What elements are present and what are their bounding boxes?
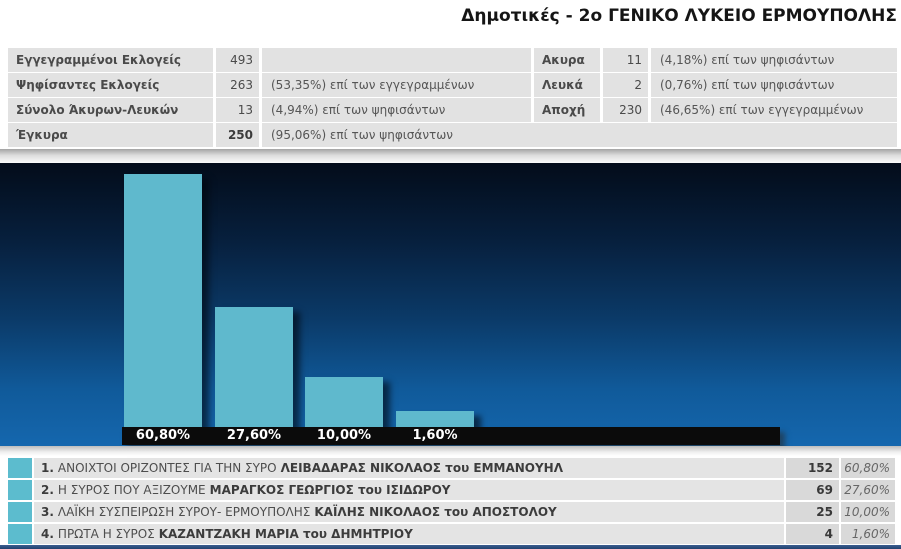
invalid-blank-total-note: (4,94%) επί των ψηφισάντων <box>262 98 520 122</box>
abstention-label: Αποχή <box>534 98 600 122</box>
rank: 4. <box>41 527 54 541</box>
candidate-row: 2. Η ΣΥΡΟΣ ΠΟΥ ΑΞΙΖΟΥΜΕ ΜΑΡΑΓΚΟΣ ΓΕΩΡΓΙΟΣ … <box>8 480 895 500</box>
bar-percentage-label: 1,60% <box>412 428 458 443</box>
abstention-value: 230 <box>603 98 648 122</box>
bar-percentage-label: 60,80% <box>135 428 191 443</box>
color-swatch <box>8 524 32 544</box>
party-name: Η ΣΥΡΟΣ ΠΟΥ ΑΞΙΖΟΥΜΕ <box>57 483 206 497</box>
bar-percentage-label: 10,00% <box>316 428 372 443</box>
color-swatch <box>8 502 32 522</box>
votes-count: 69 <box>786 480 839 500</box>
candidate-name: ΛΕΙΒΑΔΑΡΑΣ ΝΙΚΟΛΑΟΣ του ΕΜΜΑΝΟΥΗΛ <box>280 461 563 475</box>
footer-bar <box>0 545 901 549</box>
rank: 2. <box>41 483 54 497</box>
bar-candidate-4 <box>396 410 474 427</box>
voted-value: 263 <box>216 73 259 97</box>
blank-note: (0,76%) επί των ψηφισάντων <box>651 73 897 97</box>
rank: 3. <box>41 505 54 519</box>
spacer-cell <box>520 48 531 72</box>
results-bar-chart: 60,80% 27,60% 10,00% 1,60% <box>0 163 901 446</box>
party-name: ΠΡΩΤΑ Η ΣΥΡΟΣ <box>57 527 155 541</box>
party-name: ΑΝΟΙΧΤΟΙ ΟΡΙΖΟΝΤΕΣ ΓΙΑ ΤΗΝ ΣΥΡΟ <box>57 461 277 475</box>
valid-votes-value: 250 <box>216 123 259 147</box>
table-row: Λευκά 2 (0,76%) επί των ψηφισάντων <box>520 73 897 97</box>
candidate-name-cell: 4. ΠΡΩΤΑ Η ΣΥΡΟΣ ΚΑΖΑΝΤΖΑΚΗ ΜΑΡΙΑ του ΔΗΜΗ… <box>34 524 784 544</box>
valid-votes-note: (95,06%) επί των ψηφισάντων <box>262 123 520 147</box>
registered-voters-note <box>262 48 520 72</box>
table-row: Σύνολο Άκυρων-Λευκών 13 (4,94%) επί των … <box>8 98 520 122</box>
votes-count: 4 <box>786 524 839 544</box>
blank-value: 2 <box>603 73 648 97</box>
table-row: Έγκυρα 250 (95,06%) επί των ψηφισάντων <box>8 123 520 147</box>
color-swatch <box>8 458 32 478</box>
invalid-blank-total-label: Σύνολο Άκυρων-Λευκών <box>8 98 213 122</box>
spacer-cell <box>520 73 531 97</box>
votes-percent: 1,60% <box>841 524 895 544</box>
registered-voters-label: Εγγεγραμμένοι Εκλογείς <box>8 48 213 72</box>
percentage-label-strip: 60,80% 27,60% 10,00% 1,60% <box>122 427 780 445</box>
table-row: Εγγεγραμμένοι Εκλογείς 493 <box>8 48 520 72</box>
blank-label: Λευκά <box>534 73 600 97</box>
votes-percent: 10,00% <box>841 502 895 522</box>
table-row: Ακυρα 11 (4,18%) επί των ψηφισάντων <box>520 48 897 72</box>
table-row: Ψηφίσαντες Εκλογείς 263 (53,35%) επί των… <box>8 73 520 97</box>
bar-candidate-1 <box>124 173 202 427</box>
page-title: Δημοτικές - 2ο ΓΕΝΙΚΟ ΛΥΚΕΙΟ ΕΡΜΟΥΠΟΛΗΣ <box>461 6 897 26</box>
abstention-note: (46,65%) επί των εγγεγραμμένων <box>651 98 897 122</box>
voted-note: (53,35%) επί των εγγεγραμμένων <box>262 73 520 97</box>
party-name: ΛΑΪΚΗ ΣΥΣΠΕΙΡΩΣΗ ΣΥΡΟΥ- ΕΡΜΟΥΠΟΛΗΣ <box>57 505 311 519</box>
votes-count: 152 <box>786 458 839 478</box>
color-swatch <box>8 480 32 500</box>
empty-row <box>520 123 897 147</box>
rank: 1. <box>41 461 54 475</box>
bar-candidate-3 <box>305 377 383 427</box>
candidate-name-cell: 2. Η ΣΥΡΟΣ ΠΟΥ ΑΞΙΖΟΥΜΕ ΜΑΡΑΓΚΟΣ ΓΕΩΡΓΙΟΣ … <box>34 480 784 500</box>
bar-percentage-label: 27,60% <box>226 428 282 443</box>
invalid-label: Ακυρα <box>534 48 600 72</box>
registered-voters-value: 493 <box>216 48 259 72</box>
shadow-band-top <box>0 149 901 163</box>
summary-table-left: Εγγεγραμμένοι Εκλογείς 493 Ψηφίσαντες Εκ… <box>8 48 520 148</box>
valid-votes-label: Έγκυρα <box>8 123 213 147</box>
invalid-value: 11 <box>603 48 648 72</box>
bar-candidate-2 <box>215 306 293 427</box>
spacer-cell <box>520 98 531 122</box>
shadow-band-bottom <box>0 446 901 456</box>
candidate-name-cell: 1. ΑΝΟΙΧΤΟΙ ΟΡΙΖΟΝΤΕΣ ΓΙΑ ΤΗΝ ΣΥΡΟ ΛΕΙΒΑΔΑ… <box>34 458 784 478</box>
candidate-name: ΚΑΖΑΝΤΖΑΚΗ ΜΑΡΙΑ του ΔΗΜΗΤΡΙΟΥ <box>158 527 413 541</box>
summary-table-right: Ακυρα 11 (4,18%) επί των ψηφισάντων Λευκ… <box>520 48 897 147</box>
candidate-row: 4. ΠΡΩΤΑ Η ΣΥΡΟΣ ΚΑΖΑΝΤΖΑΚΗ ΜΑΡΙΑ του ΔΗΜΗ… <box>8 524 895 544</box>
candidate-name-cell: 3. ΛΑΪΚΗ ΣΥΣΠΕΙΡΩΣΗ ΣΥΡΟΥ- ΕΡΜΟΥΠΟΛΗΣ ΚΑΪΛ… <box>34 502 784 522</box>
candidate-results-table: 1. ΑΝΟΙΧΤΟΙ ΟΡΙΖΟΝΤΕΣ ΓΙΑ ΤΗΝ ΣΥΡΟ ΛΕΙΒΑΔΑ… <box>8 458 895 546</box>
invalid-blank-total-value: 13 <box>216 98 259 122</box>
votes-percent: 60,80% <box>841 458 895 478</box>
votes-count: 25 <box>786 502 839 522</box>
votes-percent: 27,60% <box>841 480 895 500</box>
candidate-row: 3. ΛΑΪΚΗ ΣΥΣΠΕΙΡΩΣΗ ΣΥΡΟΥ- ΕΡΜΟΥΠΟΛΗΣ ΚΑΪΛ… <box>8 502 895 522</box>
candidate-name: ΜΑΡΑΓΚΟΣ ΓΕΩΡΓΙΟΣ του ΙΣΙΔΩΡΟΥ <box>209 483 451 497</box>
invalid-note: (4,18%) επί των ψηφισάντων <box>651 48 897 72</box>
table-row: Αποχή 230 (46,65%) επί των εγγεγραμμένων <box>520 98 897 122</box>
candidate-row: 1. ΑΝΟΙΧΤΟΙ ΟΡΙΖΟΝΤΕΣ ΓΙΑ ΤΗΝ ΣΥΡΟ ΛΕΙΒΑΔΑ… <box>8 458 895 478</box>
voted-label: Ψηφίσαντες Εκλογείς <box>8 73 213 97</box>
candidate-name: ΚΑΪΛΗΣ ΝΙΚΟΛΑΟΣ του ΑΠΟΣΤΟΛΟΥ <box>314 505 557 519</box>
